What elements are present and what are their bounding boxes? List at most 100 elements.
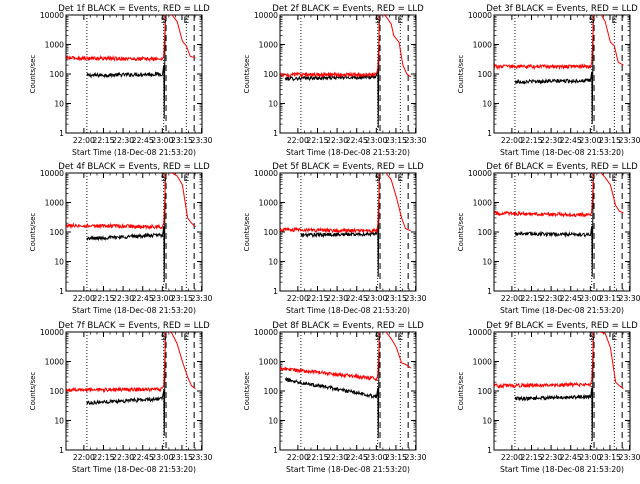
y-tick-label: 100 bbox=[50, 70, 65, 79]
start-marker: S bbox=[589, 16, 595, 26]
x-tick-label: 23:00 bbox=[365, 453, 387, 462]
events-series-line bbox=[284, 332, 380, 439]
x-tick-label: 22:30 bbox=[326, 294, 348, 303]
start-marker: S bbox=[161, 174, 167, 184]
x-tick-label: 22:00 bbox=[501, 136, 523, 145]
x-tick-label: 22:15 bbox=[307, 453, 329, 462]
x-tick-label: 23:00 bbox=[579, 136, 601, 145]
x-tick-label: 23:30 bbox=[405, 294, 427, 303]
x-tick-label: 22:30 bbox=[326, 453, 348, 462]
start-marker: S bbox=[375, 174, 381, 184]
x-tick-label: 23:30 bbox=[619, 453, 640, 462]
y-tick-label: 100 bbox=[264, 228, 279, 237]
y-tick-label: 100 bbox=[50, 228, 65, 237]
x-axis-label: Start Time (18-Dec-08 21:53:20) bbox=[72, 148, 196, 157]
x-tick-label: 23:00 bbox=[579, 294, 601, 303]
y-tick-label: 1 bbox=[487, 129, 492, 138]
x-tick-label: 23:00 bbox=[579, 453, 601, 462]
x-tick-label: 23:30 bbox=[191, 294, 213, 303]
y-tick-label: 100 bbox=[264, 387, 279, 396]
x-tick-label: 23:15 bbox=[171, 294, 193, 303]
x-axis-label: Start Time (18-Dec-08 21:53:20) bbox=[500, 465, 624, 474]
x-tick-label: 23:15 bbox=[385, 136, 407, 145]
x-tick-label: 23:00 bbox=[151, 136, 173, 145]
x-tick-label: 22:45 bbox=[346, 294, 368, 303]
x-tick-label: 22:15 bbox=[93, 453, 115, 462]
y-tick-label: 10000 bbox=[254, 328, 278, 337]
start-marker: S bbox=[589, 174, 595, 184]
events-series-line bbox=[86, 173, 166, 283]
x-tick-label: 22:15 bbox=[93, 136, 115, 145]
y-tick-label: 10 bbox=[268, 100, 278, 109]
lld-series-line bbox=[66, 15, 196, 63]
y-tick-label: 10000 bbox=[254, 169, 278, 178]
lld-series-line bbox=[280, 173, 411, 234]
panel-title: Det 9f BLACK = Events, RED = LLD bbox=[486, 321, 638, 331]
events-series-line bbox=[514, 15, 594, 125]
x-tick-label: 22:45 bbox=[560, 453, 582, 462]
events-series-line bbox=[284, 15, 380, 128]
y-tick-label: 10 bbox=[482, 100, 492, 109]
y-tick-label: 1000 bbox=[45, 199, 64, 208]
y-tick-label: 10 bbox=[54, 417, 64, 426]
end-marker: E bbox=[397, 174, 403, 184]
lld-series-line bbox=[66, 173, 196, 231]
x-tick-label: 22:00 bbox=[501, 453, 523, 462]
panel-title: Det 5f BLACK = Events, RED = LLD bbox=[272, 162, 424, 172]
y-tick-label: 100 bbox=[264, 70, 279, 79]
x-tick-label: 22:30 bbox=[540, 136, 562, 145]
plot-frame bbox=[493, 14, 631, 134]
x-axis-label: Start Time (18-Dec-08 21:53:20) bbox=[72, 306, 196, 315]
y-tick-label: 10000 bbox=[40, 11, 64, 20]
x-axis-label: Start Time (18-Dec-08 21:53:20) bbox=[500, 306, 624, 315]
x-tick-label: 23:30 bbox=[619, 294, 640, 303]
x-tick-label: 23:30 bbox=[619, 136, 640, 145]
lld-series-line bbox=[66, 332, 196, 394]
x-tick-label: 22:45 bbox=[132, 294, 154, 303]
y-tick-label: 100 bbox=[478, 70, 493, 79]
x-tick-label: 23:30 bbox=[191, 453, 213, 462]
x-tick-label: 23:00 bbox=[365, 136, 387, 145]
events-series-line bbox=[514, 173, 594, 277]
panel-title: Det 3f BLACK = Events, RED = LLD bbox=[486, 4, 638, 14]
x-tick-label: 22:15 bbox=[307, 136, 329, 145]
end-marker: E bbox=[611, 16, 617, 26]
y-tick-label: 10000 bbox=[468, 328, 492, 337]
x-tick-label: 23:15 bbox=[599, 294, 621, 303]
x-tick-label: 22:15 bbox=[521, 294, 543, 303]
x-tick-label: 23:15 bbox=[599, 136, 621, 145]
x-tick-label: 23:30 bbox=[405, 453, 427, 462]
x-tick-label: 23:15 bbox=[385, 294, 407, 303]
y-tick-label: 1 bbox=[59, 446, 64, 455]
plot-frame bbox=[65, 14, 203, 134]
y-tick-label: 100 bbox=[478, 387, 493, 396]
panel-title: Det 6f BLACK = Events, RED = LLD bbox=[486, 162, 638, 172]
y-axis-label: Counts/sec bbox=[457, 372, 465, 411]
x-tick-label: 23:00 bbox=[365, 294, 387, 303]
end-marker: E bbox=[183, 16, 189, 26]
y-axis-label: Counts/sec bbox=[243, 213, 251, 252]
x-axis-label: Start Time (18-Dec-08 21:53:20) bbox=[500, 148, 624, 157]
y-tick-label: 1 bbox=[273, 446, 278, 455]
lld-series-line bbox=[494, 332, 624, 390]
y-tick-label: 10000 bbox=[40, 328, 64, 337]
events-series-line bbox=[86, 15, 166, 119]
x-tick-label: 22:15 bbox=[521, 136, 543, 145]
start-marker: S bbox=[375, 333, 381, 343]
start-marker: S bbox=[161, 333, 167, 343]
y-tick-label: 1000 bbox=[259, 199, 278, 208]
y-axis-label: Counts/sec bbox=[457, 213, 465, 252]
events-series-line bbox=[514, 332, 594, 442]
x-tick-label: 22:15 bbox=[307, 294, 329, 303]
x-tick-label: 22:30 bbox=[112, 453, 134, 462]
events-series-line bbox=[300, 173, 380, 277]
x-tick-label: 22:45 bbox=[346, 136, 368, 145]
x-tick-label: 22:30 bbox=[540, 294, 562, 303]
x-tick-label: 23:00 bbox=[151, 294, 173, 303]
panel-title: Det 8f BLACK = Events, RED = LLD bbox=[272, 321, 424, 331]
y-tick-label: 1000 bbox=[259, 41, 278, 50]
end-marker: E bbox=[183, 333, 189, 343]
x-tick-label: 23:30 bbox=[405, 136, 427, 145]
plot-frame bbox=[493, 331, 631, 451]
y-tick-label: 1 bbox=[59, 129, 64, 138]
